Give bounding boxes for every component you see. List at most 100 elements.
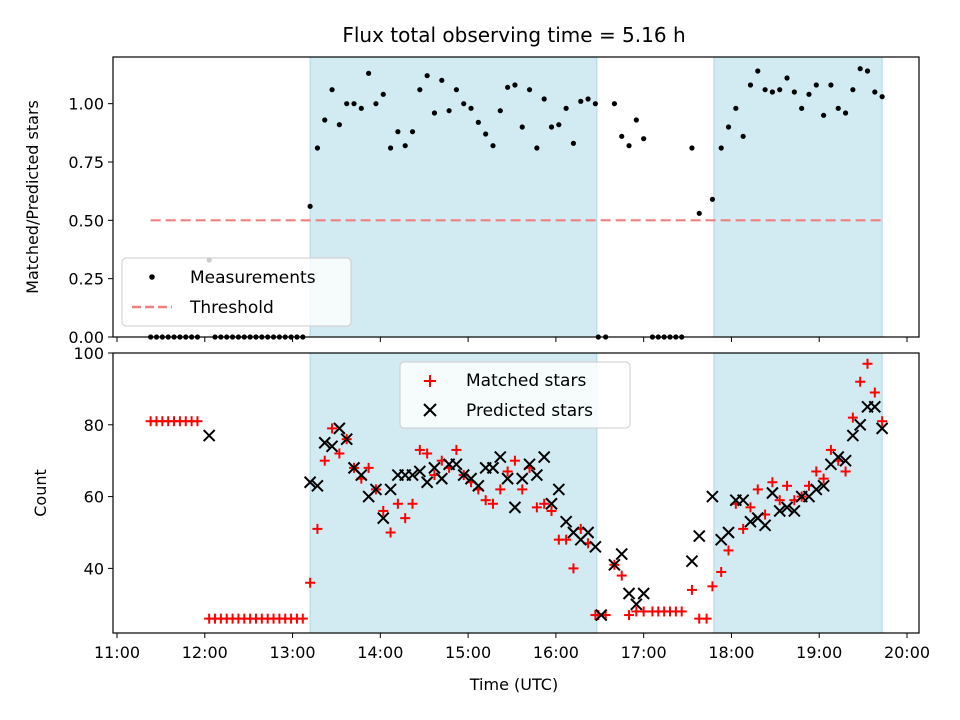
measurement-point-97 [828,82,834,88]
measurement-point-55 [519,124,525,130]
predicted-point-3 [318,436,331,449]
bottom-legend: Matched stars Predicted stars [399,361,631,429]
predicted-point-b [615,547,628,561]
predicted-point-b [685,554,699,568]
matched-point-50 [480,495,491,506]
predicted-point-72 [875,422,889,435]
matched-point-86 [738,523,749,534]
predicted-point-b [523,458,536,471]
measurement-point-96 [821,112,827,118]
matched-point-25 [297,613,308,624]
predicted-point-68 [846,429,860,442]
bottom-ytick-label-1: 60 [84,488,104,507]
predicted-point-2 [311,479,324,493]
legend-marker-measurements [149,274,155,280]
predicted-point-b [340,432,353,446]
predicted-point-51 [722,526,735,539]
matched-point-104 [869,387,880,398]
top-ytick-label-1: 0.25 [68,270,104,289]
matched-point-78 [676,606,687,617]
top-band-0 [309,56,598,338]
measurement-point-101 [857,66,863,72]
predicted-point-b [369,483,383,496]
predicted-point-b [622,587,636,600]
predicted-point-60 [788,504,801,518]
matched-point-82 [707,581,718,592]
bottom-xtick-label-5: 16:00 [533,643,579,662]
predicted-point-b [501,472,514,485]
predicted-point-24 [472,479,485,493]
predicted-point-18 [428,461,441,475]
predicted-point-b [788,504,801,518]
bottom-plot-frame [112,352,920,634]
predicted-point-41 [595,608,608,622]
predicted-point-b [545,497,558,510]
predicted-point-48 [693,529,706,543]
predicted-point-30 [516,472,529,485]
predicted-point-32 [530,468,544,482]
predicted-point-b [693,529,706,543]
predicted-point-b [839,454,852,467]
measurement-point-82 [718,145,724,151]
measurement-point-87 [755,68,761,74]
matched-point-59 [546,505,557,516]
bottom-legend-box [399,361,631,429]
measurement-point-46 [453,87,460,93]
top-legend-box [121,257,352,327]
measurement-point-68 [611,101,618,107]
top-shaded-intervals [309,56,883,338]
measurement-point-32 [351,101,357,107]
predicted-point-16 [413,465,427,478]
measurement-point-61 [563,105,569,111]
predicted-point-64 [817,479,830,493]
predicted-point-b [758,519,772,532]
predicted-point-58 [773,504,786,518]
predicted-point-8 [355,468,368,482]
predicted-point-21 [450,458,463,471]
predicted-point-b [318,436,331,449]
predicted-point-b [810,483,823,496]
predicted-point-b [333,422,346,435]
matched-point-98 [825,444,836,455]
matched-point-69 [616,570,627,581]
predicted-point-b [567,526,580,539]
measurement-point-104 [879,94,885,100]
matched-point-57 [531,502,542,513]
measurement-point-53 [505,84,511,90]
predicted-point-39 [581,526,595,539]
bottom-xtick-label-8: 19:00 [796,643,842,662]
predicted-point-b [722,526,735,539]
matched-point-38 [392,498,403,509]
legend-label-measurements: Measurements [190,268,316,288]
predicted-point-b [875,422,889,435]
top-panel: 0.00 0.25 0.50 0.75 1.00 Matched/Predicted s… [23,56,920,347]
measurement-point-50 [483,131,489,137]
predicted-point-45 [630,598,643,611]
predicted-point-b [464,472,478,485]
predicted-point-6 [340,432,353,446]
predicted-point-b [868,400,882,414]
measurement-point-38 [395,129,401,135]
predicted-point-22 [457,468,470,482]
predicted-point-b [537,450,551,464]
predicted-point-4 [325,440,339,453]
predicted-point-b [780,501,794,514]
measurement-point-42 [424,73,430,79]
top-ytick-label-4: 1.00 [68,95,104,114]
matched-point-40 [407,498,418,509]
predicted-point-26 [486,461,500,475]
matched-point-84 [723,545,734,556]
bottom-y-axis-label: Count [31,469,50,517]
predicted-point-b [766,486,779,500]
predicted-point-59 [780,501,794,514]
measurement-point-91 [784,75,790,81]
measurement-point-30 [336,122,342,128]
predicted-point-b [494,450,507,464]
legend-marker-predicted [423,403,437,417]
predicted-point-b [311,479,324,493]
predicted-point-12 [384,483,397,496]
x-axis-label: Time (UTC) [469,675,558,694]
predicted-point-57 [766,486,779,500]
matched-point-88 [752,484,763,495]
predicted-point-b [595,608,608,622]
